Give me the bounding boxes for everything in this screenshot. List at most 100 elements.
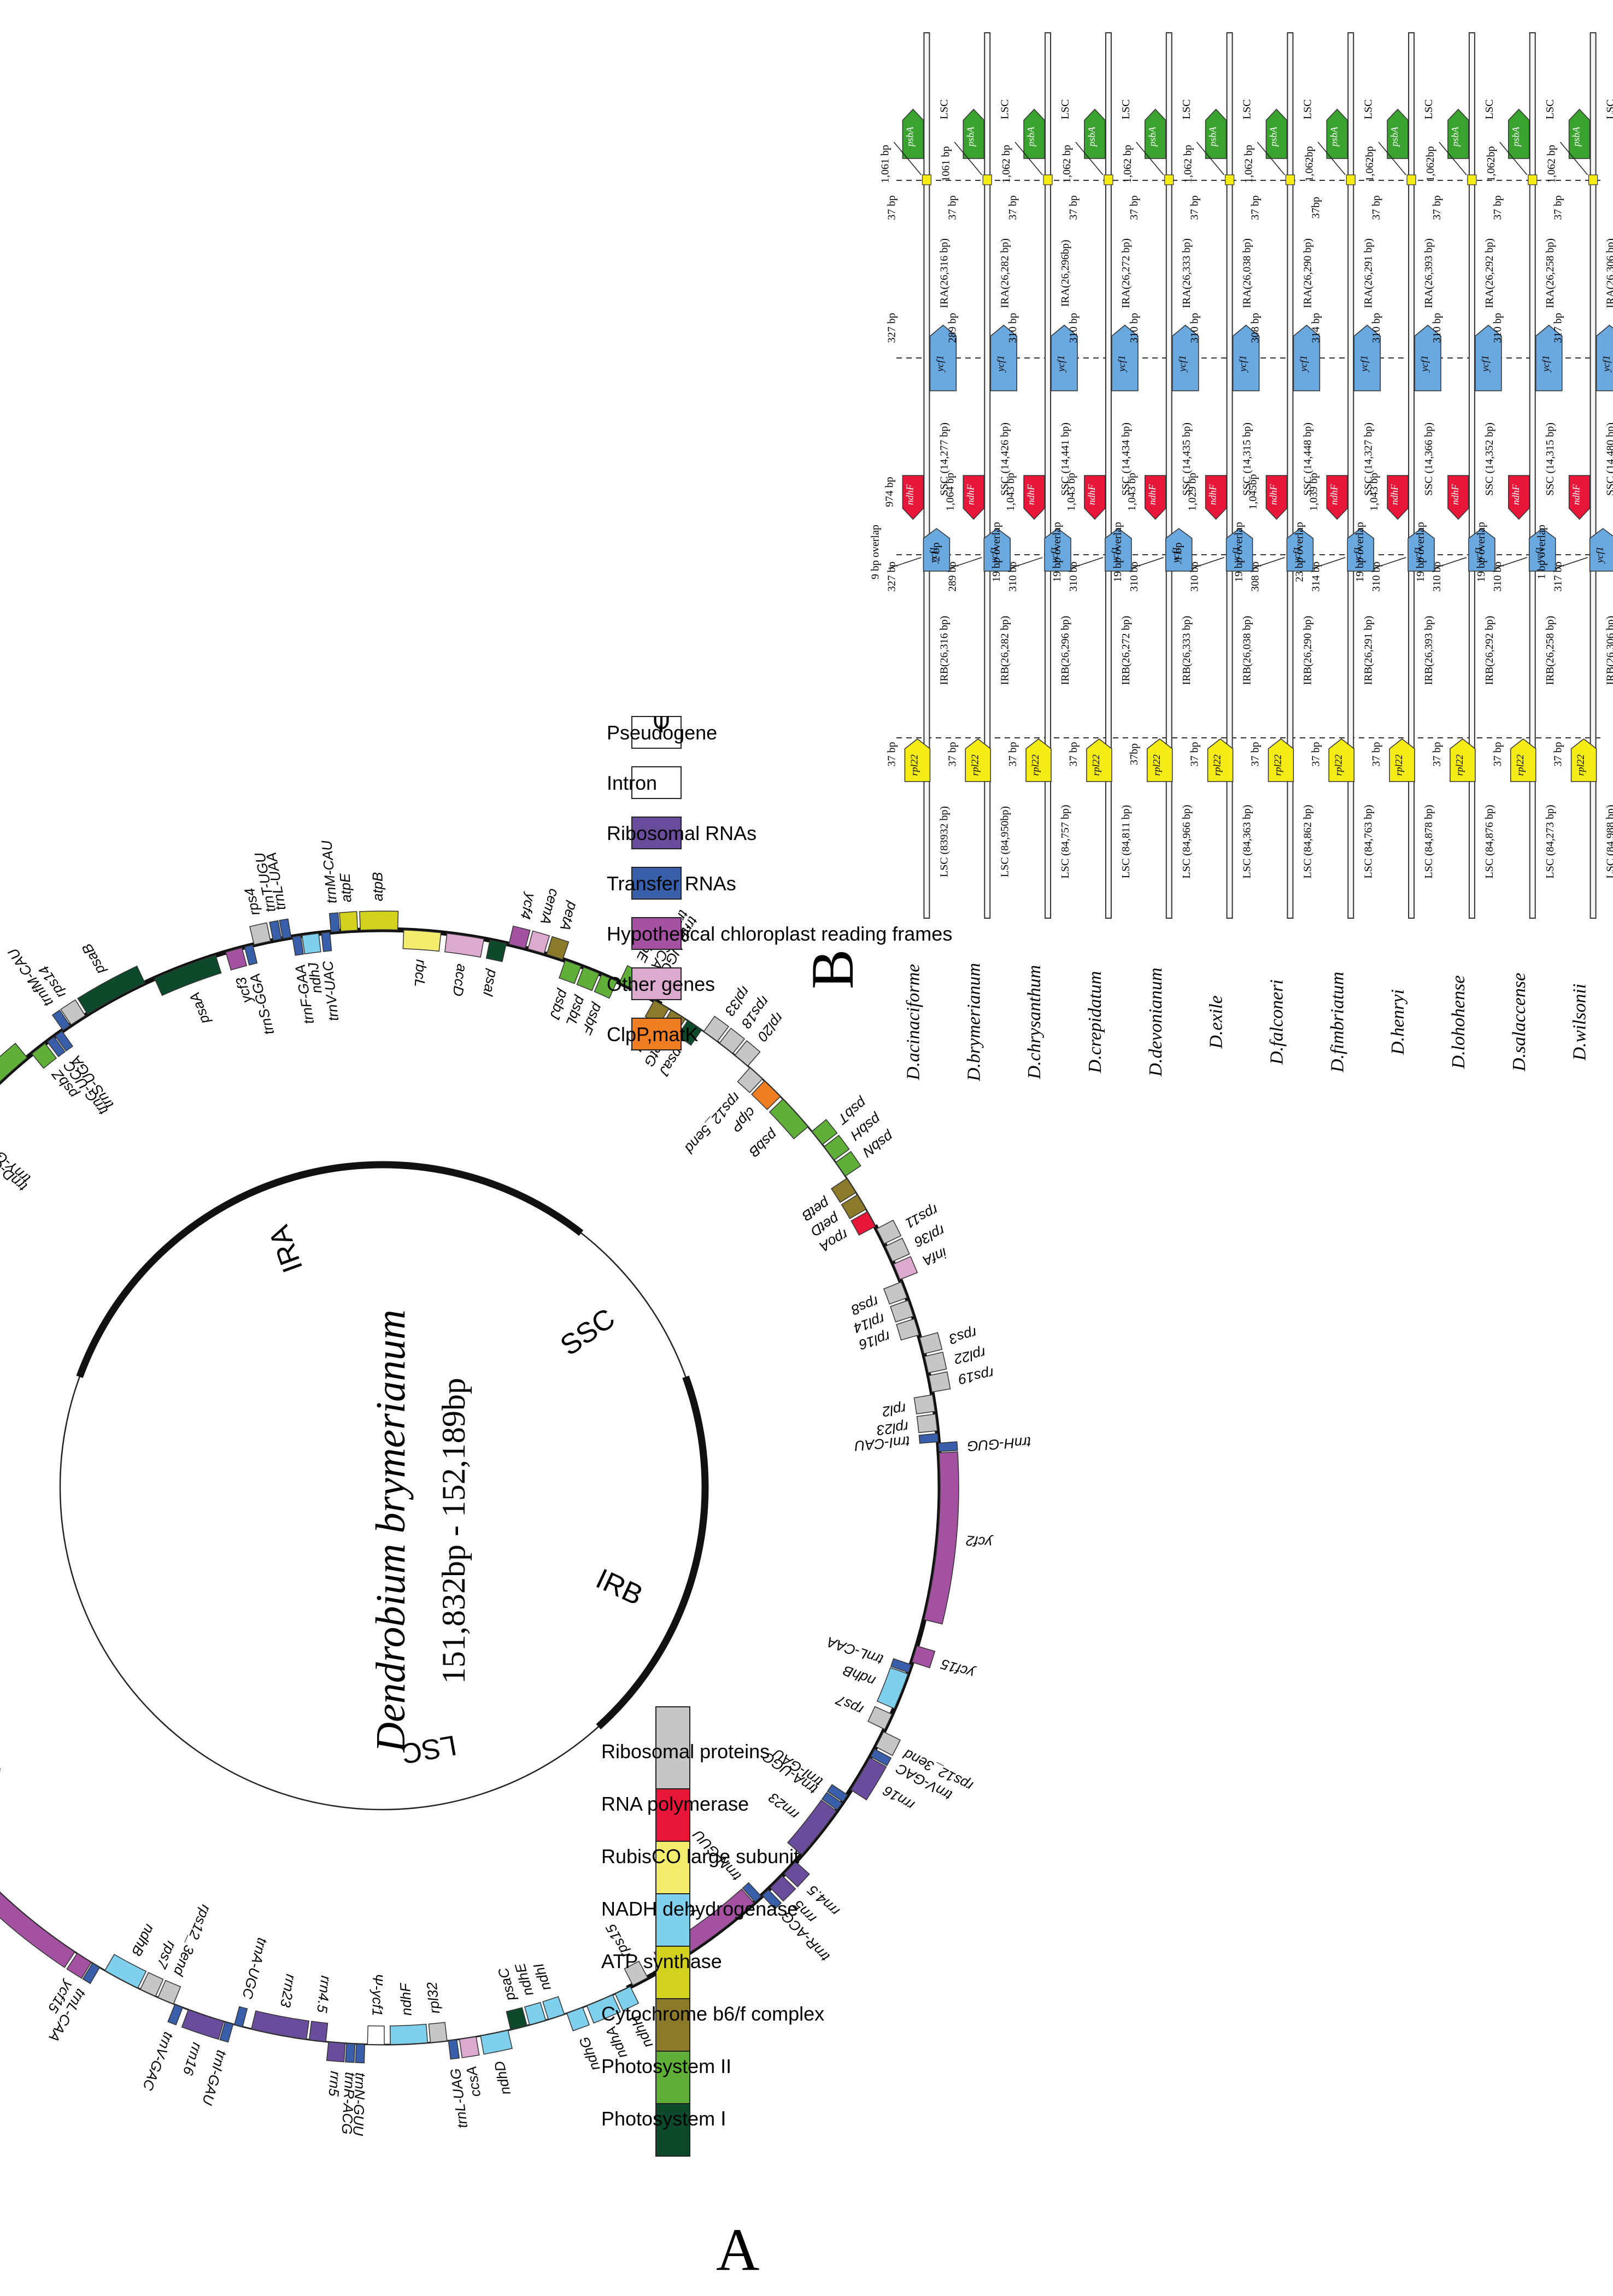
gene-label: ndhB <box>128 1922 159 1959</box>
lsc-end-label: LSC <box>1181 99 1193 120</box>
ycf1-ira-bp: 310 bp <box>1492 313 1504 343</box>
lsc-end-label: LSC <box>1059 99 1071 120</box>
gene-block <box>823 1135 850 1161</box>
lsc-irb-distance: 37bp <box>1128 743 1140 765</box>
gene-block <box>321 931 332 952</box>
region-label-ira: IRA <box>263 1221 309 1277</box>
psba-distance: 1,062 bp <box>1242 145 1254 183</box>
overlap-pointer <box>1191 557 1224 569</box>
psba-pointer <box>1075 142 1104 175</box>
genome-bar <box>1529 32 1536 919</box>
ycf1-fragment <box>983 528 1011 572</box>
ndhf-bp: 1,043 bp <box>1368 473 1380 511</box>
ssc-length: SSC (14,480 bp) <box>1605 422 1613 496</box>
rpl22-gene <box>1570 738 1597 782</box>
ira-lsc-distance: 37 bp <box>1249 196 1261 220</box>
gene-label: Ψ-ycf1 <box>369 1974 386 2016</box>
psba-distance: 1,062 bp <box>1061 145 1073 183</box>
gene-block <box>301 932 321 955</box>
ycf1-irb-bp: 310 bp <box>1189 562 1201 592</box>
lsc-irb-distance: 37 bp <box>1370 742 1382 767</box>
gene-block <box>524 2001 547 2025</box>
psba-label: psbA <box>1328 126 1339 148</box>
trnh-marker <box>1467 174 1477 185</box>
ira-length: IRA(26,290 bp) <box>1301 238 1313 308</box>
ycf1-gene <box>1475 325 1502 391</box>
lsc-length: LSC (84,763 bp) <box>1362 805 1374 879</box>
trnh-marker <box>1104 174 1113 185</box>
gene-block <box>225 947 248 971</box>
ira-lsc-distance: 37 bp <box>946 196 958 220</box>
psba-pointer <box>1196 142 1225 175</box>
ndhf-gene <box>1023 475 1045 520</box>
ycf1-label: ycf1 <box>995 355 1006 373</box>
ycf1-irb-bp: 317 bp <box>1552 562 1564 592</box>
ira-lsc-distance: 37 bp <box>1370 196 1382 220</box>
gene-block <box>0 1839 75 1968</box>
psba-gene <box>1205 108 1227 159</box>
gene-block <box>761 1889 782 1910</box>
species-name: D.wilsonii <box>1570 984 1590 1061</box>
lsc-length: LSC (84,363 bp) <box>1241 805 1253 879</box>
gene-block <box>546 936 570 960</box>
legend-left: Photosystem Ⅰ Photosystem II Cytochrome b6… <box>601 1706 824 2157</box>
ira-lsc-distance: 37 bp <box>1189 196 1201 220</box>
rpl22-label: rpl22 <box>1454 754 1465 776</box>
species-row: D.chrysanthum LSC (84,757 bp) IRB(26,296 b… <box>990 32 1078 1079</box>
gene-label: ndhF <box>397 1982 415 2016</box>
ycf1-irb-bp: 310 bp <box>1431 562 1443 592</box>
ndhf-label: ndhF <box>1268 484 1278 505</box>
panel-b-letter: B <box>799 949 866 989</box>
lsc-end-label: LSC <box>1362 99 1374 120</box>
species-row: D.falconeri LSC (84,862 bp) IRB(26,290 bp)… <box>1233 32 1321 1065</box>
gene-block <box>811 1119 838 1146</box>
gene-label: accD <box>449 963 470 997</box>
ndhf-bp: 1,029 bp <box>1187 473 1199 511</box>
ira-lsc-distance: 37 bp <box>1128 196 1140 220</box>
ycf1-label: ycf1 <box>1540 355 1551 373</box>
gene-label: atpB <box>369 872 386 901</box>
gene-block <box>329 912 340 933</box>
genome-bar <box>1165 32 1172 919</box>
psba-gene <box>1568 108 1591 159</box>
gene-label: ycf15 <box>939 1656 977 1682</box>
gene-label: ycf4 <box>517 890 539 920</box>
rpl22-label: rpl22 <box>1393 754 1404 776</box>
lsc-length: LSC (84,988 bp) <box>1605 805 1613 879</box>
gene-block <box>841 1194 867 1219</box>
lsc-length: LSC (84,966 bp) <box>1181 805 1193 879</box>
trnh-marker <box>922 174 932 185</box>
ssc-length: SSC (14,448 bp) <box>1301 422 1313 496</box>
overlap-pointer <box>888 557 922 569</box>
ycf1-ira-bp: 289 bp <box>946 313 958 343</box>
species-row: D.devonianum LSC (84,966 bp) IRB(26,333 bp… <box>1112 32 1199 1077</box>
ira-lsc-distance: 37 bp <box>1431 196 1443 220</box>
ndhf-gene <box>1387 475 1409 520</box>
psba-label: psbA <box>1207 126 1218 148</box>
ycf1-fragment <box>1529 528 1556 572</box>
species-row: D.crepidatum LSC (84,811 bp) IRB(26,272 bp… <box>1051 32 1139 1073</box>
ndhf-gene <box>963 475 984 520</box>
gene-block <box>851 1211 876 1236</box>
psba-pointer <box>1499 142 1528 175</box>
gene-block <box>219 2021 234 2043</box>
species-name: D.devonianum <box>1146 967 1166 1077</box>
gene-label: trnI-CAU <box>0 1760 5 1806</box>
gene-block <box>919 1332 943 1354</box>
psba-pointer <box>1378 142 1406 175</box>
genome-bar <box>1589 32 1597 919</box>
gene-block <box>742 1882 762 1903</box>
ycf1-ira-bp: 314 bp <box>1310 313 1322 343</box>
ycf1-fragment <box>1589 528 1613 572</box>
psba-gene <box>1265 108 1288 159</box>
gene-block <box>269 920 282 941</box>
overlap-pointer <box>1009 557 1043 569</box>
psba-label: psbA <box>965 126 976 148</box>
ira-lsc-distance: 37bp <box>1310 197 1322 219</box>
psba-gene <box>1508 108 1530 159</box>
overlap-note: 19 bp overlap <box>1475 522 1487 582</box>
gene-label: rrn23 <box>277 1973 300 2009</box>
ycf1-fragment-label: ycf1 <box>1594 547 1605 564</box>
